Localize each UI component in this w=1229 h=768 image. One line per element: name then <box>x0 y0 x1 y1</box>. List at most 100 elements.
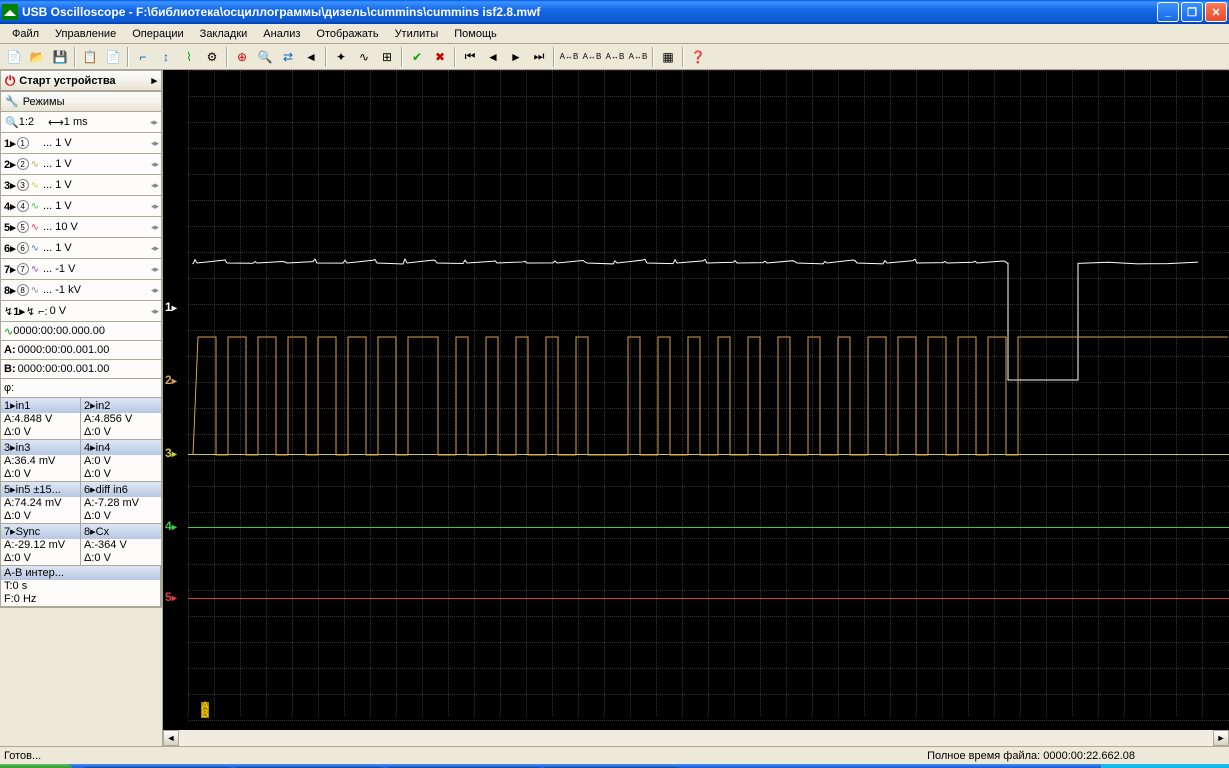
ch-value: ... 1 V <box>43 137 72 149</box>
zoom-spinner[interactable]: ◂▸ <box>150 117 157 128</box>
ch-enable-icon[interactable]: 6 <box>17 242 29 254</box>
scope-ch-label-1[interactable]: 1▸ <box>165 300 177 314</box>
channel-row-4[interactable]: 4▸4∿... 1 V◂▸ <box>0 196 162 217</box>
tb-m4[interactable]: A↔B <box>627 46 649 68</box>
scope-ch-label-4[interactable]: 4▸ <box>165 519 177 533</box>
tb-m2[interactable]: A↔B <box>581 46 603 68</box>
trigger-ch: 1▸ <box>13 305 25 318</box>
tb-first[interactable]: ⏮ <box>459 46 481 68</box>
tb-last[interactable]: ⏭ <box>528 46 550 68</box>
taskbar: пуск Добрый день, Юрий...Total Commander… <box>0 764 1229 768</box>
scope-ch-label-5[interactable]: 5▸ <box>165 590 177 604</box>
channel-row-2[interactable]: 2▸2∿... 1 V◂▸ <box>0 154 162 175</box>
menu-utils[interactable]: Утилиты <box>387 26 447 42</box>
tb-ch[interactable]: ⊕ <box>231 46 253 68</box>
tb-wset[interactable]: ⚙ <box>201 46 223 68</box>
tb-pb[interactable]: ◄ <box>482 46 504 68</box>
tb-wave[interactable]: ⌇ <box>178 46 200 68</box>
meas-d: Δ:0 V <box>81 468 161 481</box>
meas-header: 1▸in1 <box>1 398 80 413</box>
system-tray[interactable]: EN ⊙ 🛡 🔊 ◐ 13:21 <box>1101 764 1229 768</box>
channel-row-7[interactable]: 7▸7∿... -1 V◂▸ <box>0 259 162 280</box>
modes-button[interactable]: 🔧 Режимы <box>0 91 162 112</box>
tb-open[interactable]: 📂 <box>26 46 48 68</box>
tb-ana[interactable]: ⊞ <box>376 46 398 68</box>
tb-zoom[interactable]: 🔍 <box>254 46 276 68</box>
trace-ch4 <box>188 527 1229 528</box>
tb-copy[interactable]: 📋 <box>79 46 101 68</box>
ch-spinner[interactable]: ◂▸ <box>151 285 158 296</box>
ch-spinner[interactable]: ◂▸ <box>151 222 158 233</box>
marker-ab[interactable]: AB <box>201 702 209 718</box>
menu-operations[interactable]: Операции <box>124 26 191 42</box>
meas-a: A:36.4 mV <box>1 455 80 468</box>
ch-enable-icon[interactable]: 1 <box>17 137 29 149</box>
ch-enable-icon[interactable]: 5 <box>17 221 29 233</box>
close-button[interactable]: ✕ <box>1205 2 1227 22</box>
sidebar: ⏻ Старт устройства ▸ 🔧 Режимы 🔍1:2 ⟷1 ms… <box>0 70 163 746</box>
meas-a: A:4.848 V <box>1 413 80 426</box>
ch-spinner[interactable]: ◂▸ <box>151 159 158 170</box>
ch-enable-icon[interactable]: 4 <box>17 200 29 212</box>
tb-cursor2[interactable]: ↕ <box>155 46 177 68</box>
ch-enable-icon[interactable]: 2 <box>17 158 29 170</box>
ch-enable-icon[interactable]: 3 <box>17 179 29 191</box>
ch-spinner[interactable]: ◂▸ <box>151 180 158 191</box>
ch-value: ... -1 V <box>43 263 75 275</box>
channel-row-6[interactable]: 6▸6∿... 1 V◂▸ <box>0 238 162 259</box>
tb-save[interactable]: 💾 <box>49 46 71 68</box>
tb-xy[interactable]: ✦ <box>330 46 352 68</box>
tb-help[interactable]: ❓ <box>687 46 709 68</box>
menu-control[interactable]: Управление <box>47 26 124 42</box>
ch-spinner[interactable]: ◂▸ <box>151 201 158 212</box>
zoom-row[interactable]: 🔍1:2 ⟷1 ms ◂▸ <box>0 112 162 133</box>
tb-m1[interactable]: A↔B <box>558 46 580 68</box>
scroll-left-button[interactable]: ◄ <box>163 730 179 746</box>
tb-no[interactable]: ✖ <box>429 46 451 68</box>
ch-spinner[interactable]: ◂▸ <box>151 243 158 254</box>
tb-new[interactable]: 📄 <box>3 46 25 68</box>
tb-pf[interactable]: ► <box>505 46 527 68</box>
menu-display[interactable]: Отображать <box>308 26 386 42</box>
menu-analysis[interactable]: Анализ <box>255 26 308 42</box>
channel-row-3[interactable]: 3▸3∿... 1 V◂▸ <box>0 175 162 196</box>
tb-arr[interactable]: ⇄ <box>277 46 299 68</box>
ch-enable-icon[interactable]: 8 <box>17 284 29 296</box>
ch-spinner[interactable]: ◂▸ <box>151 138 158 149</box>
menu-bookmarks[interactable]: Закладки <box>192 26 256 42</box>
horizontal-scrollbar[interactable]: ◄ ► <box>163 730 1229 746</box>
trigger-spinner[interactable]: ◂▸ <box>151 306 158 317</box>
scroll-right-button[interactable]: ► <box>1213 730 1229 746</box>
tb-m3[interactable]: A↔B <box>604 46 626 68</box>
minimize-button[interactable]: _ <box>1157 2 1179 22</box>
scroll-track[interactable] <box>179 730 1213 746</box>
meas-header: 8▸Cx <box>81 524 161 539</box>
ch-num: 6▸ <box>4 242 16 255</box>
channel-row-5[interactable]: 5▸5∿... 10 V◂▸ <box>0 217 162 238</box>
tb-cursor1[interactable]: ⌐ <box>132 46 154 68</box>
channel-row-1[interactable]: 1▸1∿... 1 V◂▸ <box>0 133 162 154</box>
menu-file[interactable]: Файл <box>4 26 47 42</box>
channel-row-8[interactable]: 8▸8∿... -1 kV◂▸ <box>0 280 162 301</box>
cursor-a-label: A: <box>4 344 16 356</box>
meas-header: 2▸in2 <box>81 398 161 413</box>
trigger-row[interactable]: ↯ 1▸ ↯ ⌐: 0 V ◂▸ <box>0 301 162 322</box>
ch-value: ... 1 V <box>43 200 72 212</box>
window-title: USB Oscilloscope - F:\библиотека\осцилло… <box>22 5 1155 19</box>
menu-help[interactable]: Помощь <box>446 26 505 42</box>
scope-ch-label-3[interactable]: 3▸ <box>165 446 177 460</box>
tb-paste[interactable]: 📄 <box>102 46 124 68</box>
ch-enable-icon[interactable]: 7 <box>17 263 29 275</box>
tb-prev[interactable]: ◄ <box>300 46 322 68</box>
tb-grid[interactable]: ▦ <box>657 46 679 68</box>
start-button[interactable]: пуск <box>0 764 75 768</box>
start-device-button[interactable]: ⏻ Старт устройства ▸ <box>0 70 162 91</box>
measurements-panel: 1▸in1A:4.848 VΔ:0 V2▸in2A:4.856 VΔ:0 V3▸… <box>0 398 162 608</box>
maximize-button[interactable]: ❐ <box>1181 2 1203 22</box>
scope-ch-label-2[interactable]: 2▸ <box>165 373 177 387</box>
oscilloscope-display[interactable]: 1▸ 2▸ 3▸ 4▸ 5▸ AB ◄ ► <box>163 70 1229 746</box>
tb-fft[interactable]: ∿ <box>353 46 375 68</box>
ch-spinner[interactable]: ◂▸ <box>151 264 158 275</box>
meas-cell: 4▸in4A:0 VΔ:0 V <box>81 440 161 482</box>
tb-ok[interactable]: ✔ <box>406 46 428 68</box>
